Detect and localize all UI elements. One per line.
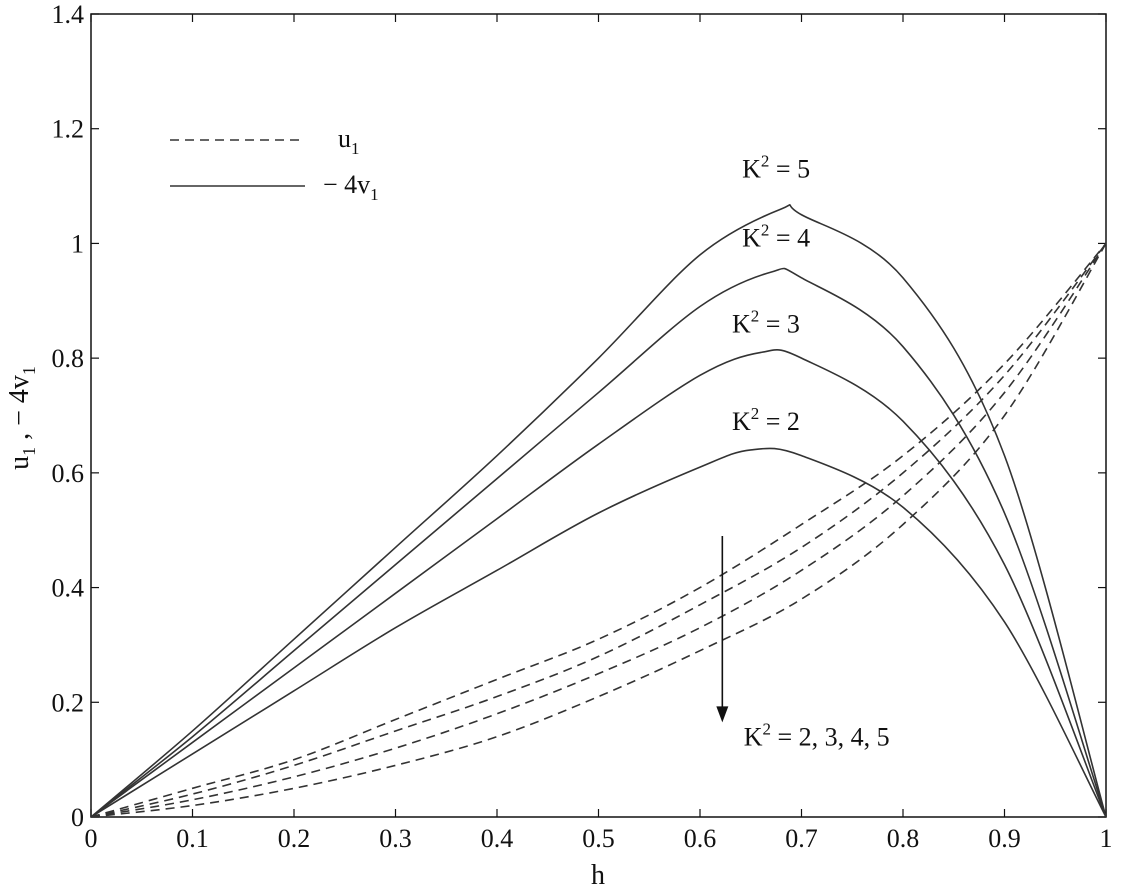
- y-tick-label: 0.6: [52, 459, 85, 488]
- legend: u1 − 4v1: [160, 110, 438, 226]
- axis-ticks: 0 0.1 0.2 0.3 0.4 0.5 0.6 0.7 0.8 0.9 1 0 0.2 0.4 0.6 0…: [52, 0, 1113, 853]
- annotation-k2-label: K2 = 4: [742, 220, 810, 252]
- y-tick-label: 0.2: [52, 688, 85, 717]
- y-tick-label: 0.8: [52, 344, 85, 373]
- y-tick-label: 1.4: [52, 0, 85, 29]
- x-tick-label: 0.1: [176, 824, 209, 853]
- u1-curve-k2-3: [91, 242, 1106, 817]
- x-tick-label: 1: [1100, 824, 1113, 853]
- u1-curve-k2-4: [91, 242, 1106, 817]
- minus-4v1-curve-k2-4: [91, 267, 1106, 817]
- annotation-layer: K2 = 5 K2 = 4 K2 = 3 K2 = 2 K2 = 2, 3, 4, 5: [716, 151, 890, 751]
- x-tick-label: 0.9: [988, 824, 1021, 853]
- x-tick-label: 0.3: [379, 824, 412, 853]
- y-tick-label: 1.2: [52, 115, 85, 144]
- annotation-k2-label: K2 = 5: [742, 151, 810, 183]
- legend-label-4v1: − 4v1: [323, 170, 379, 204]
- u1-curve-k2-5: [91, 243, 1106, 817]
- x-tick-label: 0.4: [481, 824, 514, 853]
- x-tick-label: 0.5: [582, 824, 615, 853]
- x-tick-label: 0.6: [684, 824, 717, 853]
- x-tick-label: 0.8: [887, 824, 920, 853]
- minus-4v1-curve-k2-3: [91, 349, 1106, 817]
- legend-box: [160, 110, 438, 226]
- x-axis-label: h: [591, 860, 605, 889]
- annotation-k2-label: K2 = 3: [732, 306, 800, 338]
- series-layer: [91, 204, 1106, 817]
- arrow-head-icon: [716, 706, 729, 723]
- y-axis-label: u1 , − 4v1: [4, 366, 39, 470]
- annotation-k2-label: K2 = 2, 3, 4, 5: [744, 719, 890, 751]
- u1-curve-k2-2: [91, 242, 1106, 817]
- annotation-k2-label: K2 = 2: [732, 404, 800, 436]
- y-tick-label: 1: [71, 229, 84, 258]
- y-tick-label: 0.4: [52, 574, 85, 603]
- y-tick-label: 0: [71, 803, 84, 832]
- x-tick-label: 0.7: [785, 824, 818, 853]
- minus-4v1-curve-k2-5: [91, 204, 1106, 817]
- x-tick-label: 0.2: [278, 824, 311, 853]
- minus-4v1-curve-k2-2: [91, 447, 1106, 817]
- legend-label-u1: u1: [338, 124, 360, 158]
- x-tick-label: 0: [85, 824, 98, 853]
